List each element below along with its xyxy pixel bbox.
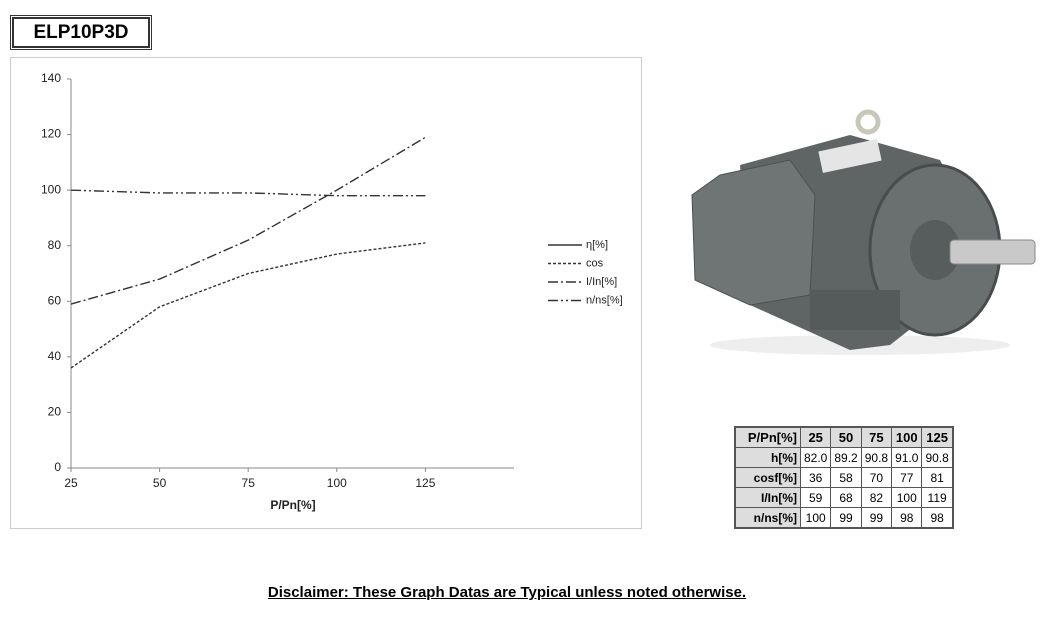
table-cell: 25 [799, 426, 832, 448]
table-cell: 50 [830, 426, 862, 448]
x-tick-label: 50 [153, 476, 167, 490]
legend-label: η[%] [586, 239, 608, 251]
series-line [70, 189, 426, 197]
series-line [70, 136, 426, 305]
table-cell: 99 [860, 507, 893, 529]
table-cell: 90.8 [921, 447, 954, 468]
table-row: n/ns[%] 100 99 99 98 98 [734, 507, 954, 529]
foot [810, 290, 900, 330]
x-tick-label: 100 [327, 476, 347, 490]
table-cell: 82.0 [799, 447, 832, 468]
table-cell: 91.0 [891, 447, 923, 468]
y-tick-label: 40 [48, 349, 62, 363]
table-cell: 100 [891, 487, 923, 508]
bearing [910, 220, 960, 280]
y-tick-label: 140 [41, 71, 61, 85]
chart-frame [10, 57, 642, 529]
legend-label: n/ns[%] [586, 294, 623, 306]
table-row: h[%] 82.0 89.2 90.8 91.0 90.8 [734, 447, 954, 468]
table-cell: 100 [891, 426, 923, 448]
table-cell: 100 [799, 507, 832, 529]
series-line [70, 242, 426, 369]
table-cell: 77 [891, 467, 923, 488]
model-title: ELP10P3D [10, 15, 152, 50]
x-tick-label: 25 [64, 476, 78, 490]
table-cell: 75 [860, 426, 893, 448]
chart: P/Pn[%] 0 20 40 60 80 100 120 140 25 50 75 100 125 η[… [10, 57, 642, 529]
y-tick-label: 120 [41, 127, 61, 141]
y-tick-label: 60 [48, 293, 62, 307]
table-cell: 89.2 [830, 447, 862, 468]
disclaimer: Disclaimer: These Graph Datas are Typica… [267, 584, 747, 601]
table-cell: 68 [830, 487, 862, 508]
table-cell: 59 [799, 487, 832, 508]
table-cell: 98 [921, 507, 954, 529]
table-cell: cosf[%] [734, 467, 801, 488]
table-cell: 82 [860, 487, 893, 508]
table-row: cosf[%] 36 58 70 77 81 [734, 467, 954, 488]
table-row: I/In[%] 59 68 82 100 119 [734, 487, 954, 508]
table-cell: n/ns[%] [734, 507, 801, 529]
y-tick-label: 0 [54, 460, 61, 474]
y-tick-label: 20 [48, 405, 62, 419]
x-axis-label: P/Pn[%] [270, 498, 315, 512]
table-cell: 70 [860, 467, 893, 488]
y-tick-label: 100 [41, 182, 61, 196]
x-tick-label: 125 [415, 476, 435, 490]
terminal-box [691, 159, 816, 306]
x-tick-label: 75 [242, 476, 256, 490]
table-cell: 119 [921, 487, 954, 508]
legend-label: cos [586, 257, 604, 269]
table-cell: 98 [891, 507, 923, 529]
table-cell: 125 [921, 426, 954, 448]
nameplate [818, 139, 882, 173]
table-cell: 99 [830, 507, 862, 529]
table-cell: 36 [799, 467, 832, 488]
legend-label: I/In[%] [586, 276, 617, 288]
data-table: P/Pn[%] 25 50 75 100 125 h[%] 82.0 89.2 90.8 91.0 9… [734, 426, 954, 529]
table-cell: 58 [830, 467, 862, 488]
table-cell: h[%] [734, 447, 801, 468]
shaft [949, 239, 1036, 265]
table-cell: 81 [921, 467, 954, 488]
motor-image [691, 109, 1036, 355]
table-cell: 90.8 [860, 447, 893, 468]
y-tick-label: 80 [48, 238, 62, 252]
table-row: P/Pn[%] 25 50 75 100 125 [734, 426, 954, 448]
table-cell: P/Pn[%] [734, 426, 801, 448]
table-cell: I/In[%] [734, 487, 801, 508]
lifting-eye [855, 109, 881, 135]
